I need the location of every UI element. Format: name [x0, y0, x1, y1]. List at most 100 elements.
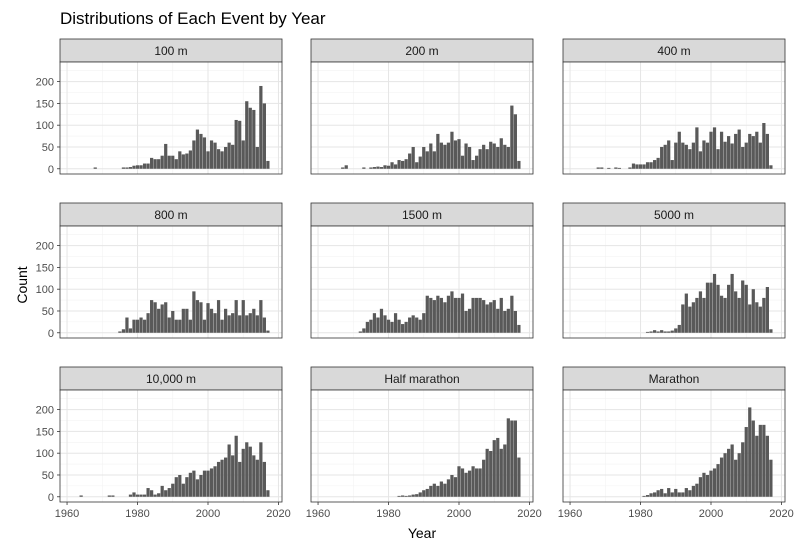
histogram-bar — [432, 151, 436, 169]
histogram-bar — [372, 313, 377, 333]
histogram-bar — [422, 490, 426, 497]
histogram-bar — [216, 461, 221, 497]
histogram-bar — [755, 302, 759, 333]
histogram-bar — [684, 293, 688, 333]
histogram-bar — [691, 142, 695, 169]
histogram-bar — [660, 146, 664, 169]
histogram-bar — [475, 468, 479, 497]
histogram-bar — [386, 165, 391, 169]
x-tick-label: 1960 — [55, 508, 79, 520]
histogram-bar — [769, 329, 773, 333]
histogram-bar — [716, 464, 720, 497]
facet-strip-label: Half marathon — [384, 372, 459, 386]
histogram-bar — [234, 435, 238, 497]
histogram-bar — [125, 167, 129, 169]
histogram-bar — [638, 164, 643, 169]
histogram-bar — [164, 302, 168, 333]
histogram-bar — [489, 302, 493, 333]
histogram-bar — [453, 140, 458, 169]
histogram-bar — [670, 492, 674, 497]
histogram-bar — [762, 424, 766, 497]
histogram-bar — [150, 300, 154, 333]
histogram-bar — [171, 155, 175, 169]
histogram-bar — [492, 143, 496, 169]
histogram-bar — [390, 162, 394, 169]
facet-strip-label: 100 m — [154, 44, 187, 58]
histogram-bar — [727, 284, 731, 333]
histogram-bar — [727, 136, 731, 169]
histogram-bar — [167, 155, 171, 169]
histogram-bar — [688, 306, 692, 333]
histogram-bar — [471, 297, 475, 333]
histogram-bar — [649, 162, 653, 169]
histogram-bar — [631, 163, 636, 169]
histogram-bar — [663, 493, 667, 497]
histogram-bar — [404, 321, 408, 333]
histogram-bar — [737, 453, 741, 497]
histogram-bar — [227, 444, 231, 497]
histogram-bar — [457, 297, 461, 333]
histogram-bar — [192, 470, 196, 497]
histogram-bar — [146, 163, 150, 169]
histogram-bar — [150, 490, 154, 497]
histogram-bar — [224, 457, 228, 497]
histogram-bar — [695, 127, 699, 169]
histogram-bar — [259, 85, 263, 169]
histogram-bar — [178, 151, 182, 169]
histogram-bar — [489, 451, 493, 497]
histogram-bar — [429, 485, 433, 497]
x-tick-label: 1980 — [628, 508, 652, 520]
histogram-bar — [383, 165, 387, 169]
histogram-bar — [248, 313, 252, 333]
histogram-bar — [762, 123, 766, 169]
histogram-bar — [467, 470, 472, 497]
histogram-bar — [386, 319, 391, 333]
histogram-bar — [404, 159, 408, 169]
histogram-bar — [719, 457, 724, 497]
histogram-bar — [227, 142, 231, 169]
histogram-bar — [167, 488, 171, 497]
chart-title: Distributions of Each Event by Year — [60, 9, 326, 28]
histogram-bar — [482, 300, 486, 333]
histogram-bar — [653, 330, 657, 333]
y-tick-label: 50 — [42, 470, 54, 482]
histogram-bar — [702, 472, 706, 497]
histogram-bar — [157, 159, 161, 169]
histogram-bar — [741, 442, 745, 497]
plot-background — [311, 226, 533, 338]
histogram-bar — [185, 153, 189, 169]
x-axis-label: Year — [408, 525, 437, 541]
histogram-bar — [730, 143, 734, 169]
y-tick-label: 150 — [36, 262, 54, 274]
y-tick-label: 50 — [42, 306, 54, 318]
histogram-bar — [344, 165, 348, 169]
histogram-bar — [167, 317, 171, 333]
facet-panel: Half marathon 1960 1980 2000 2020 — [306, 366, 542, 520]
histogram-bar — [482, 144, 486, 169]
histogram-bar — [379, 308, 384, 333]
y-tick-label: 150 — [36, 98, 54, 110]
facet-strip-label: 10,000 m — [146, 372, 196, 386]
histogram-bar — [635, 164, 639, 169]
histogram-bar — [266, 160, 270, 169]
histogram-bar — [132, 492, 136, 497]
histogram-bar — [227, 315, 231, 333]
histogram-bar — [517, 457, 521, 497]
histogram-bar — [383, 315, 387, 333]
panel-border — [59, 61, 283, 175]
histogram-bar — [496, 308, 500, 333]
histogram-bar — [220, 151, 224, 169]
histogram-bar — [174, 477, 178, 497]
histogram-bar — [482, 459, 486, 497]
histogram-bar — [510, 105, 514, 169]
plot-background — [563, 226, 785, 338]
histogram-bar — [674, 488, 678, 497]
histogram-bar — [401, 160, 405, 169]
histogram-bar — [213, 313, 217, 333]
histogram-bar — [457, 139, 461, 169]
histogram-bar — [645, 495, 650, 497]
histogram-bar — [429, 297, 433, 333]
histogram-bar — [362, 328, 366, 333]
histogram-bar — [393, 313, 398, 333]
histogram-bar — [397, 319, 401, 333]
